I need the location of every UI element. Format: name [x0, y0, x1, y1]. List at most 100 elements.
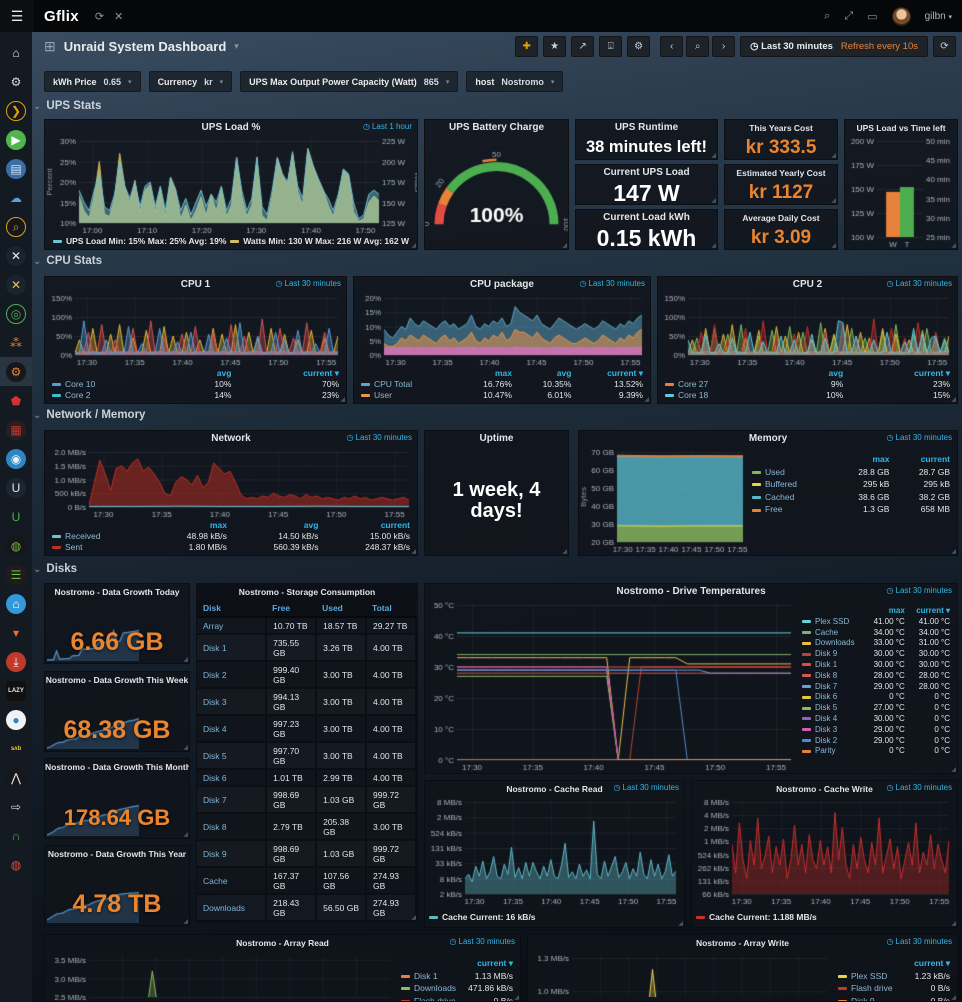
panel-time-range[interactable]: ◷ Last 30 minutes — [886, 279, 952, 288]
resize-handle-icon[interactable]: ◢ — [183, 657, 188, 663]
app-ubiquiti[interactable]: U — [0, 473, 32, 502]
panel-time-range[interactable]: ◷ Last 1 hour — [362, 122, 412, 131]
legend-item[interactable]: Watts Min: 130 W Max: 216 W Avg: 162 W — [230, 236, 409, 246]
legend-column[interactable]: max — [209, 520, 227, 530]
resize-handle-icon[interactable]: ◢ — [562, 243, 567, 249]
cache-read-chart[interactable] — [425, 797, 684, 907]
panel-time-range[interactable]: ◷ Last 30 minutes — [886, 937, 952, 946]
app-x-blue[interactable]: ✕ — [0, 241, 32, 270]
variable-kwh-price[interactable]: kWh Price 0.65 ▾ — [44, 71, 141, 92]
refresh-button[interactable]: ⟳ — [933, 36, 956, 57]
panel-title[interactable]: Uptime — [479, 433, 514, 444]
legend-column[interactable]: max — [888, 606, 905, 615]
resize-handle-icon[interactable]: ◢ — [951, 921, 956, 927]
legend-row[interactable]: Cached 38.6 GB 38.2 GB — [749, 491, 953, 504]
resize-handle-icon[interactable]: ◢ — [183, 919, 188, 925]
resize-handle-icon[interactable]: ◢ — [831, 198, 836, 204]
resize-handle-icon[interactable]: ◢ — [183, 832, 188, 838]
panel-title[interactable]: Current Load kWh — [603, 212, 690, 223]
cache-write-chart[interactable] — [692, 797, 957, 907]
legend-column[interactable]: current — [920, 454, 950, 464]
save-button[interactable]: ⍗ — [599, 36, 623, 57]
app-green-circle[interactable]: ◎ — [0, 299, 32, 328]
legend-row[interactable]: Downloads 471.86 kB/s — [398, 982, 516, 995]
legend-item[interactable]: UPS Load Min: 15% Max: 25% Avg: 19% — [53, 236, 226, 246]
panel-title[interactable]: Nostromo - Array Write — [695, 938, 790, 948]
legend-row[interactable]: User 10.47% 6.01% 9.39% — [358, 390, 646, 401]
variable-ups-max-output-power-capacity-watt-[interactable]: UPS Max Output Power Capacity (Watt) 865 ▾ — [240, 71, 459, 92]
refresh-interval[interactable]: Refresh every 10s — [840, 41, 918, 52]
time-range-picker[interactable]: ◷ Last 30 minutes Refresh every 10s — [740, 36, 928, 57]
resize-handle-icon[interactable]: ◢ — [951, 767, 956, 773]
panel-title[interactable]: Network — [211, 433, 251, 444]
panel-title[interactable]: Estimated Yearly Cost — [736, 168, 826, 178]
legend-row[interactable]: Disk 2 29.00 °C 0 °C — [799, 736, 953, 747]
panel-title[interactable]: UPS Runtime — [614, 122, 679, 133]
legend-row[interactable]: Core 27 9% 23% — [662, 379, 953, 390]
resize-handle-icon[interactable]: ◢ — [711, 153, 716, 159]
memory-chart[interactable] — [579, 447, 749, 555]
legend-row[interactable]: Disk 8 28.00 °C 28.00 °C — [799, 671, 953, 682]
resize-handle-icon[interactable]: ◢ — [831, 153, 836, 159]
legend-column[interactable]: avg — [303, 520, 319, 530]
legend-column[interactable]: max — [494, 368, 512, 378]
legend-column[interactable]: current ▾ — [914, 958, 950, 968]
time-back-button[interactable]: ‹ — [660, 36, 684, 57]
legend-row[interactable]: Buffered 295 kB 295 kB — [749, 478, 953, 491]
app-cloud[interactable]: ☁ — [0, 183, 32, 212]
legend-row[interactable]: Flash drive 0 B/s — [835, 982, 953, 995]
row-header-ups-stats[interactable]: ⌄ UPS Stats — [33, 100, 102, 112]
variable-host[interactable]: host Nostromo ▾ — [466, 71, 564, 92]
chevron-down-icon[interactable]: ▾ — [234, 41, 239, 51]
legend-column[interactable]: current ▾ — [914, 368, 950, 378]
panel-title[interactable]: Nostromo - Data Growth This Month — [45, 762, 189, 772]
battery-gauge[interactable] — [425, 136, 568, 249]
app-search[interactable]: ⌕ — [0, 212, 32, 241]
avatar[interactable] — [891, 6, 911, 26]
add-panel-button[interactable]: ✚ — [515, 36, 539, 57]
row-header-disks[interactable]: ⌄ Disks — [33, 563, 78, 575]
panel-title[interactable]: UPS Load vs Time left — [856, 123, 946, 133]
app-drop[interactable]: ● — [0, 705, 32, 734]
legend-item[interactable]: Cache Current: 1.188 MB/s — [696, 912, 817, 922]
legend-column[interactable]: avg — [556, 368, 572, 378]
legend-row[interactable]: Flash drive 0 B/s — [398, 995, 516, 1001]
legend-row[interactable]: Downloads 33.00 °C 31.00 °C — [799, 638, 953, 649]
resize-handle-icon[interactable]: ◢ — [562, 549, 567, 555]
resize-handle-icon[interactable]: ◢ — [951, 995, 956, 1001]
panel-time-range[interactable]: ◷ Last 30 minutes — [613, 783, 679, 792]
panel-title[interactable]: Current UPS Load — [603, 167, 690, 178]
drive-temperatures-chart[interactable] — [425, 600, 799, 773]
app-x-yellow[interactable]: ✕ — [0, 270, 32, 299]
panel-time-range[interactable]: ◷ Last 30 minutes — [579, 279, 645, 288]
panel-title[interactable]: UPS Load % — [201, 122, 261, 133]
dashboard-settings-button[interactable]: ⚙ — [627, 36, 651, 57]
resize-handle-icon[interactable]: ◢ — [951, 397, 956, 403]
app-shield[interactable]: ⬟ — [0, 386, 32, 415]
app-nodes[interactable]: ⁂ — [0, 328, 32, 357]
variable-value[interactable]: 865 — [423, 76, 439, 87]
resize-handle-icon[interactable]: ◢ — [183, 745, 188, 751]
resize-handle-icon[interactable]: ◢ — [711, 198, 716, 204]
resize-handle-icon[interactable]: ◢ — [644, 397, 649, 403]
panel-time-range[interactable]: ◷ Last 30 minutes — [886, 433, 952, 442]
app-blue-round[interactable]: ◉ — [0, 444, 32, 473]
search-icon[interactable]: ⌕ — [824, 9, 831, 22]
app-plate[interactable]: ◍ — [0, 531, 32, 560]
variable-value[interactable]: Nostromo — [501, 76, 544, 87]
panel-time-range[interactable]: ◷ Last 30 minutes — [886, 783, 952, 792]
app-github[interactable]: ∩ — [0, 821, 32, 850]
resize-handle-icon[interactable]: ◢ — [951, 549, 956, 555]
legend-column[interactable]: current — [380, 520, 410, 530]
legend-row[interactable]: Used 28.8 GB 28.7 GB — [749, 466, 953, 479]
panel-title[interactable]: This Years Cost — [749, 123, 813, 133]
panel-title[interactable]: Nostromo - Cache Read — [506, 784, 603, 794]
panel-title[interactable]: CPU 1 — [180, 279, 211, 290]
resize-handle-icon[interactable]: ◢ — [411, 915, 416, 921]
legend-row[interactable]: Core 10 10% 70% — [49, 379, 342, 390]
app-help[interactable]: ◍ — [0, 850, 32, 879]
cast-icon[interactable]: ▭ — [867, 10, 878, 23]
legend-column[interactable]: current ▾ — [916, 606, 950, 615]
legend-row[interactable]: Disk 1 1.13 MB/s — [398, 970, 516, 983]
legend-row[interactable]: Plex SSD 1.23 kB/s — [835, 970, 953, 983]
